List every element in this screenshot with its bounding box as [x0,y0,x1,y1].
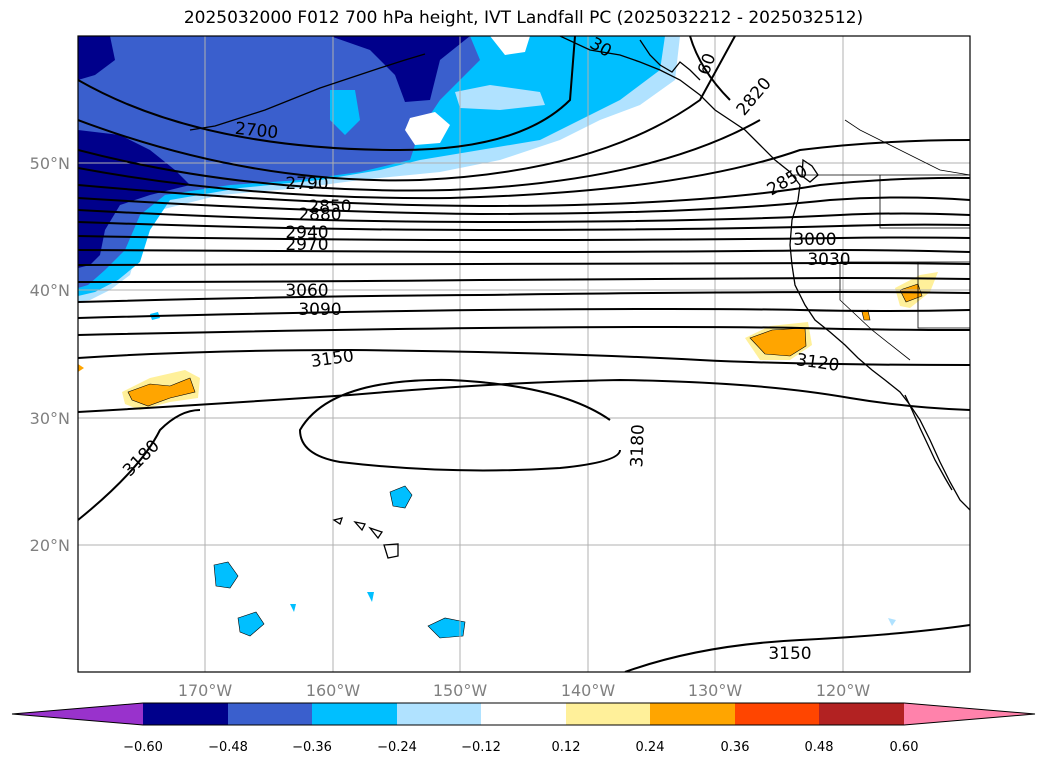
lon-tick-170w: 170°W [178,681,233,700]
colorbar-tick: −0.60 [123,740,163,755]
colorbar-tick: 0.60 [890,740,919,755]
cyan-patch-hawaii-4 [427,617,466,639]
colorbar-segment [397,703,481,725]
colorbar: −0.60 −0.48 −0.36 −0.24 −0.12 0.12 0.24 … [11,702,1036,755]
contour-label-2790: 2790 [285,174,328,194]
dark-blue-region-3 [78,36,115,80]
state-borders [790,119,970,361]
cyan-patch-hawaii-1 [389,485,413,509]
white-hole-2 [490,36,530,55]
medium-blue-region [78,36,480,288]
colorbar-segment [143,703,228,725]
contour-label-2700: 2700 [234,119,279,143]
colorbar-tick: 0.12 [552,740,581,755]
lon-tick-130w: 130°W [688,681,743,700]
lat-tick-50n: 50°N [30,154,70,173]
colorbar-tick: −0.12 [461,740,501,755]
cyan-patch-hawaii-6 [367,592,374,602]
colorbar-tick: 0.36 [721,740,750,755]
colorbar-segment [650,703,735,725]
lon-tick-140w: 140°W [561,681,616,700]
light-blue-patch-small [888,618,896,626]
colorbar-segment [481,703,566,725]
white-hole-1 [405,112,450,145]
contour-label-2880: 2880 [298,205,341,225]
lat-tick-30n: 30°N [30,409,70,428]
colorbar-outline [11,702,1036,726]
colorbar-extend-right [904,703,1035,725]
colorbar-ticks: −0.60 −0.48 −0.36 −0.24 −0.12 0.12 0.24 … [123,740,918,755]
lon-tick-150w: 150°W [433,681,488,700]
colorbar-tick: 0.24 [636,740,665,755]
colorbar-extend-left [12,703,143,725]
contour-label-3060: 3060 [285,281,328,301]
height-contours [78,36,970,672]
lon-tick-labels: 170°W 160°W 150°W 140°W 130°W 120°W [178,681,871,700]
light-blue-patch-2 [455,85,545,110]
contour-label-2850: 2850 [308,197,351,217]
cyan-patch-hawaii-3 [237,611,265,637]
contour-label-3150-south: 3150 [768,644,811,664]
cyan-patch-hawaii-2 [213,561,239,589]
contour-label-3180-east: 3180 [627,424,648,468]
lon-tick-160w: 160°W [306,681,361,700]
lat-tick-labels: 50°N 40°N 30°N 20°N [30,154,70,555]
colorbar-tick: 0.48 [805,740,834,755]
contour-label-3030: 3030 [807,250,850,270]
lat-tick-20n: 20°N [30,536,70,555]
coastlines [189,36,970,559]
colorbar-segment [312,703,397,725]
lat-tick-40n: 40°N [30,281,70,300]
contour-label-2970: 2970 [285,235,328,255]
lon-tick-120w: 120°W [816,681,871,700]
orange-patch-2 [749,327,807,357]
colorbar-tick: −0.24 [377,740,417,755]
orange-patch-edge [78,364,84,372]
colorbar-segment [735,703,819,725]
colorbar-segment [228,703,312,725]
map-frame [77,35,971,673]
dark-blue-region [78,130,190,268]
cyan-patch-1 [330,90,360,135]
contour-label-3090: 3090 [298,300,341,320]
colorbar-tick: −0.36 [292,740,332,755]
colorbar-tick: −0.48 [208,740,248,755]
map-content: 2700 2790 2850 2880 2940 2970 3000 3030 … [78,36,970,672]
contour-label-2940: 2940 [285,223,328,243]
colorbar-segment [566,703,650,725]
orange-patch-1 [127,377,196,407]
contour-label-3000: 3000 [793,230,836,250]
map-title: 2025032000 F012 700 hPa height, IVT Land… [183,8,864,28]
cyan-patch-hawaii-5 [290,604,296,612]
dark-blue-region-2 [330,36,470,102]
colorbar-segment [819,703,904,725]
